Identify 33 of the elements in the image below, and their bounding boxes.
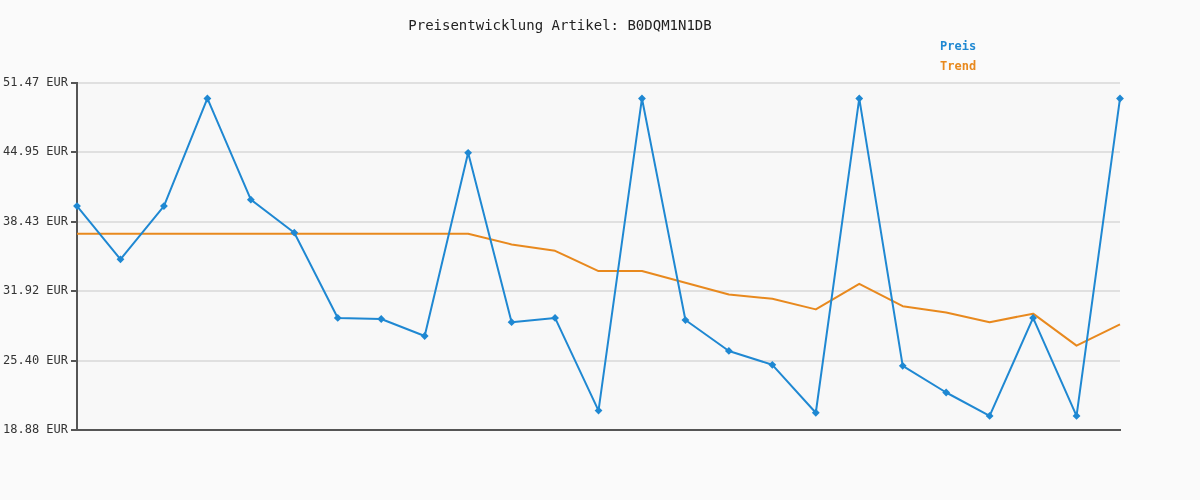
- y-tick-label: 31.92 EUR: [2, 283, 69, 298]
- y-tick-label: 38.43 EUR: [2, 213, 69, 228]
- point: [464, 149, 472, 157]
- point: [116, 255, 124, 263]
- point: [638, 94, 646, 102]
- point: [290, 229, 298, 237]
- point: [160, 202, 168, 210]
- point: [812, 409, 820, 417]
- chart-title: Preisentwicklung Artikel: B0DQM1N1DB: [408, 17, 712, 34]
- point: [595, 407, 603, 415]
- point: [986, 412, 994, 420]
- point: [508, 318, 516, 326]
- y-tick-label: 44.95 EUR: [2, 144, 69, 159]
- point: [1029, 314, 1037, 322]
- point: [942, 389, 950, 396]
- point: [203, 94, 211, 102]
- y-tick-label: 25.40 EUR: [2, 352, 69, 367]
- y-tick-label: 18.88 EUR: [2, 422, 69, 437]
- point: [681, 316, 689, 324]
- point: [725, 347, 733, 355]
- point: [334, 314, 342, 322]
- point: [247, 196, 255, 204]
- point: [768, 361, 776, 369]
- point: [1073, 412, 1081, 420]
- text: Trend: [940, 59, 977, 74]
- point: [899, 362, 907, 370]
- point: [1116, 94, 1124, 102]
- point: [377, 315, 385, 323]
- text: Preis: [940, 39, 977, 54]
- point: [551, 314, 559, 322]
- point: [421, 332, 429, 340]
- point: [855, 94, 863, 102]
- y-tick-label: 51.47 EUR: [2, 74, 69, 89]
